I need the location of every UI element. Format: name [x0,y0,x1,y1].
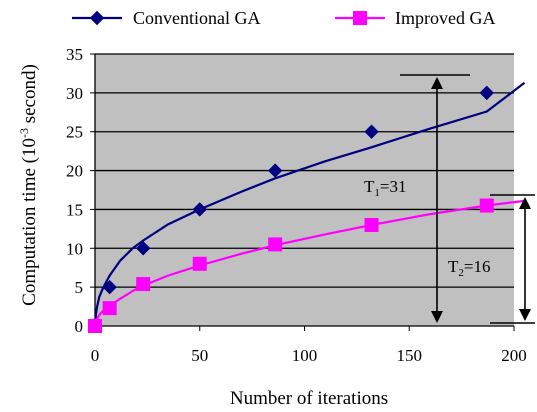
data-point-series-2 [364,217,379,232]
y-tick-label: 25 [66,123,83,142]
legend-label-series-1: Conventional GA [133,8,261,28]
legend: Conventional GA Improved GA [72,8,495,28]
x-tick-label: 150 [397,346,423,365]
data-markers [87,85,494,334]
y-tick-label: 10 [66,239,83,258]
gridlines [95,53,514,288]
x-tick-label: 100 [292,346,318,365]
data-point-series-2 [102,301,117,316]
y-tick-label: 5 [75,278,84,297]
annotation-t2-arrow-head-bottom [519,309,531,321]
axis-labels: 0 5 10 15 20 25 30 35 0 50 100 150 200 Number of iter… [17,45,527,409]
data-point-series-1 [364,124,379,139]
y-tick-label: 30 [66,84,83,103]
x-tick-label: 50 [191,346,208,365]
data-point-series-1 [102,279,117,295]
annotation-t2-label: T2=16 [448,257,490,279]
y-tick-label: 0 [75,317,84,336]
data-point-series-2 [268,237,283,252]
x-axis-title: Number of iterations [230,388,388,409]
data-point-series-2 [88,319,102,333]
legend-marker-series-2 [353,11,367,25]
x-tick-label: 0 [91,346,100,365]
plot-area [95,54,514,326]
y-tick-label: 35 [66,45,83,64]
annotation-t1-arrow-head-top [431,77,443,89]
x-tick-label: 200 [501,346,527,365]
trendline-series-2 [93,199,525,327]
annotation-t2-arrow-head-top [519,197,531,209]
data-point-series-1 [135,241,151,256]
legend-marker-series-1 [89,10,105,26]
annotation-t1-label: T1=31 [364,177,406,199]
legend-label-series-2: Improved GA [395,8,495,28]
trendline-series-1 [93,81,526,327]
axes [90,53,515,331]
data-point-series-1 [192,202,207,217]
annotation-t1-arrow-head-bottom [431,311,443,323]
y-tick-label: 15 [66,200,83,219]
data-point-series-2 [136,277,151,292]
data-point-series-2 [479,198,494,213]
data-point-series-1 [267,163,283,178]
annotations: T1=31 T2=16 [364,74,535,324]
y-axis-title: Computation time (10-3 second) [17,64,40,306]
data-point-series-1 [479,85,494,101]
y-tick-label: 20 [66,162,83,181]
trendlines [93,81,526,327]
data-point-series-2 [192,256,207,271]
